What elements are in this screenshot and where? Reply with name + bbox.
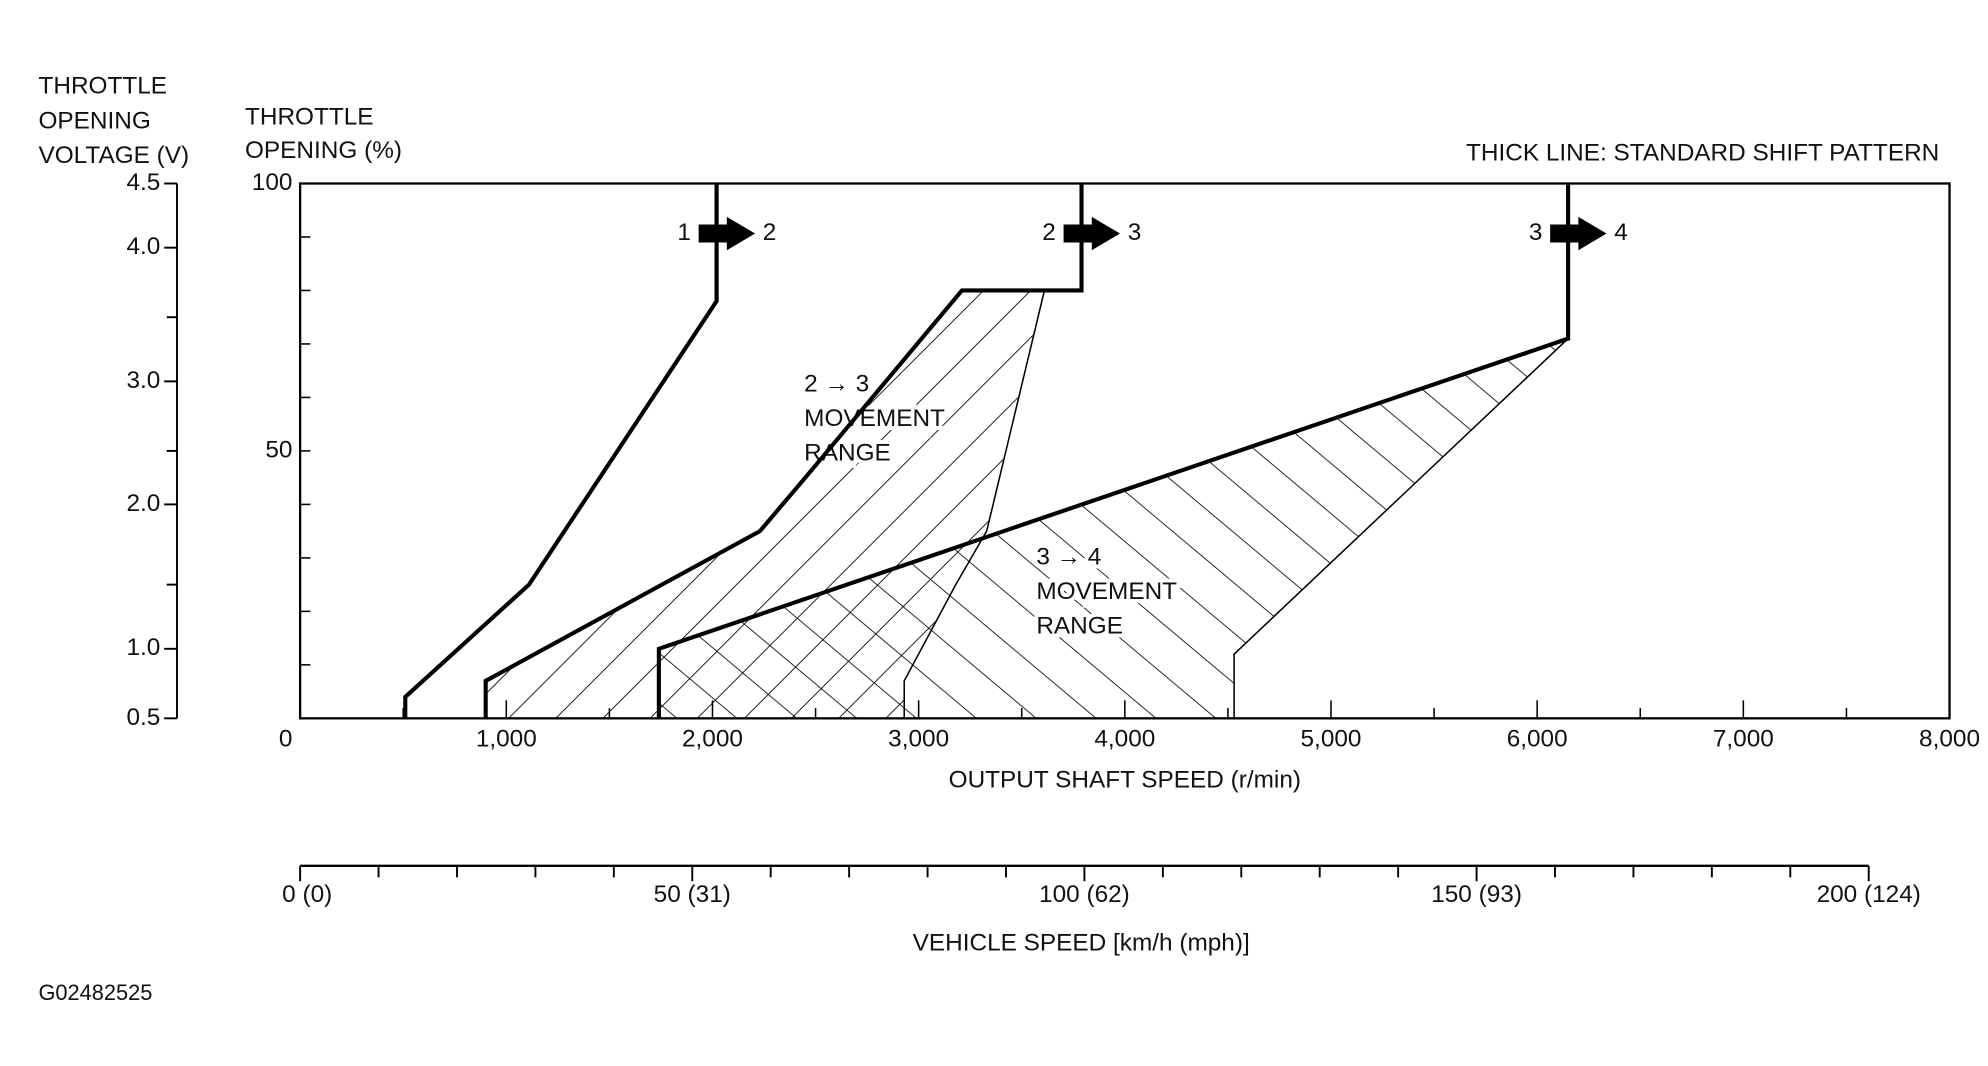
x-tick-label: 5,000 (1301, 726, 1362, 753)
y-axis-title: THROTTLE (245, 104, 374, 131)
vehicle-tick-label: 0 (0) (282, 881, 332, 908)
y2-axis-title: THROTTLE (38, 73, 167, 100)
shift-from: 1 (677, 219, 691, 246)
shift-arrow (1550, 216, 1607, 251)
region-label: 3 → 4 (1036, 543, 1101, 570)
region-label: RANGE (1036, 613, 1123, 640)
region-label: MOVEMENT (804, 405, 945, 432)
shift-line (656, 183, 1571, 719)
y2-tick-label: 2.0 (126, 490, 160, 517)
figure-id: G02482525 (38, 980, 152, 1005)
region-label: RANGE (804, 440, 891, 467)
x-axis-title: OUTPUT SHAFT SPEED (r/min) (949, 767, 1301, 794)
y2-tick-label: 1.0 (126, 634, 160, 661)
shift-to: 2 (763, 219, 777, 246)
x-tick-label: 3,000 (888, 726, 949, 753)
y2-axis-title: OPENING (38, 107, 150, 134)
vehicle-tick-label: 200 (124) (1817, 881, 1921, 908)
y2-tick-label: 4.5 (126, 169, 160, 196)
y2-tick-label: 4.0 (126, 233, 160, 260)
y2-axis-title: VOLTAGE (V) (38, 142, 189, 169)
shift-arrow (698, 216, 756, 251)
y-tick-label: 100 (252, 169, 293, 196)
shift-from: 2 (1042, 219, 1056, 246)
shift-arrow (1063, 216, 1121, 251)
vehicle-axis-title: VEHICLE SPEED [km/h (mph)] (913, 930, 1250, 957)
region-label: 2 → 3 (804, 370, 869, 397)
x-tick-label: 7,000 (1713, 726, 1774, 753)
x-tick-label: 6,000 (1507, 726, 1568, 753)
x-tick-label: 8,000 (1919, 726, 1980, 753)
y2-tick-label: 0.5 (126, 704, 160, 731)
vehicle-tick-label: 100 (62) (1039, 881, 1130, 908)
vehicle-tick-label: 150 (93) (1431, 881, 1522, 908)
x-tick-label: 0 (279, 726, 293, 753)
y-axis-title: OPENING (%) (245, 137, 402, 164)
shift-to: 3 (1128, 219, 1142, 246)
x-tick-label: 4,000 (1094, 726, 1155, 753)
x-tick-label: 2,000 (682, 726, 743, 753)
x-tick-label: 1,000 (476, 726, 537, 753)
shift-from: 3 (1529, 219, 1543, 246)
y2-tick-label: 3.0 (126, 367, 160, 394)
legend-note: THICK LINE: STANDARD SHIFT PATTERN (1466, 139, 1939, 166)
region-label: MOVEMENT (1036, 578, 1177, 605)
y-tick-label: 50 (265, 436, 292, 463)
shift-line (483, 183, 1084, 719)
shift-to: 4 (1614, 219, 1628, 246)
shift-line (403, 183, 719, 719)
vehicle-tick-label: 50 (31) (654, 881, 731, 908)
